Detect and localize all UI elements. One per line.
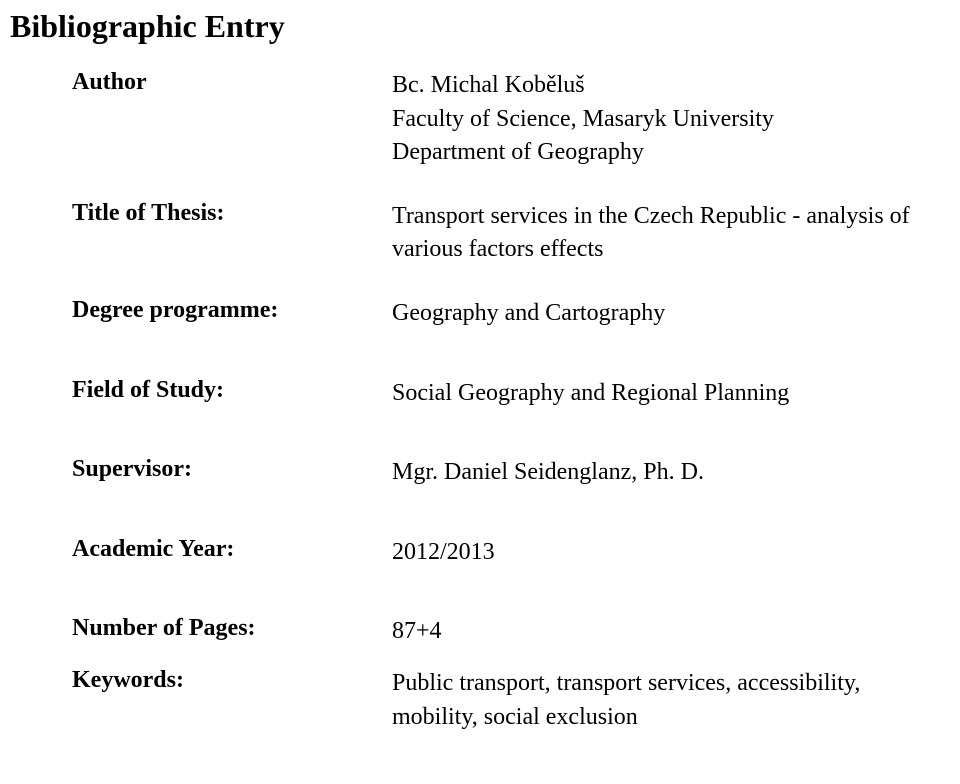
value-field-of-study: Social Geography and Regional Planning (392, 377, 789, 411)
entry-supervisor: Supervisor: Mgr. Daniel Seidenglanz, Ph.… (10, 456, 940, 490)
entry-degree-programme: Degree programme: Geography and Cartogra… (10, 297, 940, 331)
entry-field-of-study: Field of Study: Social Geography and Reg… (10, 377, 940, 411)
label-author: Author (10, 69, 392, 96)
label-academic-year: Academic Year: (10, 536, 392, 563)
page-title: Bibliographic Entry (10, 8, 940, 45)
value-supervisor: Mgr. Daniel Seidenglanz, Ph. D. (392, 456, 704, 490)
label-field-of-study: Field of Study: (10, 377, 392, 404)
entry-title-of-thesis: Title of Thesis: Transport services in t… (10, 200, 940, 267)
value-keywords: Public transport, transport services, ac… (392, 667, 940, 734)
entry-author: Author Bc. Michal Koběluš Faculty of Sci… (10, 69, 940, 170)
bibliographic-entry-page: Bibliographic Entry Author Bc. Michal Ko… (0, 0, 960, 784)
value-degree-programme: Geography and Cartography (392, 297, 665, 331)
value-title-of-thesis: Transport services in the Czech Republic… (392, 200, 940, 267)
entry-academic-year: Academic Year: 2012/2013 (10, 536, 940, 570)
value-number-of-pages: 87+4 (392, 615, 442, 649)
value-academic-year: 2012/2013 (392, 536, 495, 570)
label-number-of-pages: Number of Pages: (10, 615, 392, 642)
entry-keywords: Keywords: Public transport, transport se… (10, 667, 940, 734)
label-degree-programme: Degree programme: (10, 297, 392, 324)
value-author: Bc. Michal Koběluš Faculty of Science, M… (392, 69, 774, 170)
label-supervisor: Supervisor: (10, 456, 392, 483)
label-keywords: Keywords: (10, 667, 392, 694)
entry-number-of-pages: Number of Pages: 87+4 (10, 615, 940, 649)
label-title-of-thesis: Title of Thesis: (10, 200, 392, 227)
